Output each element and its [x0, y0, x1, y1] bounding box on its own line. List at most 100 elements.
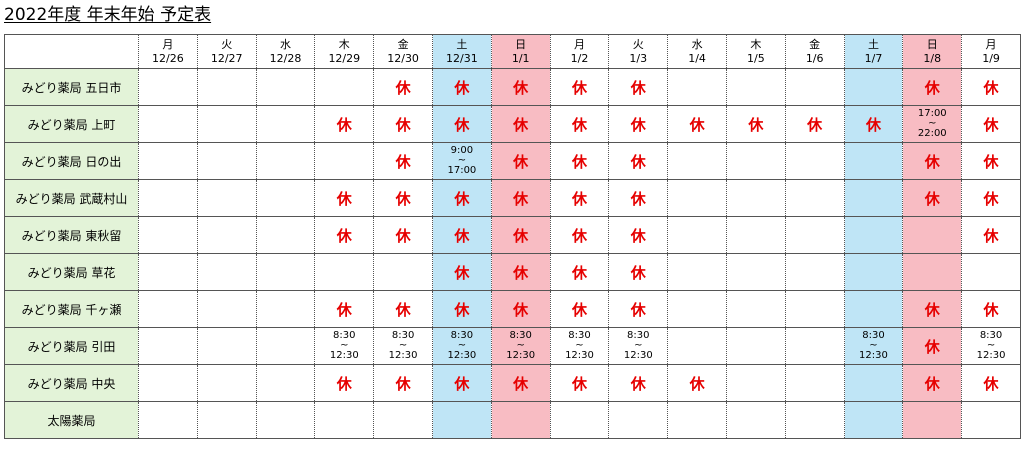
closed-mark: 休 [571, 300, 587, 319]
open-cell [784, 216, 845, 254]
open-cell [255, 401, 316, 439]
opening-hours: 8:30 ~12:30 [330, 330, 359, 361]
day-date: 12/30 [387, 51, 419, 65]
closed-mark: 休 [454, 226, 470, 245]
day-header: 木 12/29 [314, 34, 375, 69]
opening-hours: 8:30 ~12:30 [506, 329, 536, 361]
closed-mark: 休 [513, 300, 529, 319]
closed-cell: 休 [373, 216, 433, 254]
closed-cell: 休 [549, 216, 610, 254]
hours-line: 12:30 [506, 349, 536, 361]
closed-mark: 休 [336, 300, 352, 319]
hours-cell: 8:30 ~12:30 [961, 327, 1021, 365]
opening-hours: 8:30 ~12:30 [565, 330, 594, 361]
hours-line: 12:30 [859, 349, 888, 361]
day-of-week: 木 [338, 37, 350, 51]
open-cell [725, 142, 786, 180]
closed-mark: 休 [983, 300, 999, 319]
day-date: 1/8 [923, 51, 942, 65]
hours-line: 8:30 [627, 329, 650, 341]
opening-hours: 8:30 ~12:30 [388, 330, 418, 361]
closed-mark: 休 [630, 300, 646, 319]
day-of-week: 月 [985, 37, 997, 51]
open-cell [314, 253, 375, 291]
closed-mark: 休 [924, 337, 940, 356]
open-cell [138, 142, 198, 180]
day-header: 月 12/26 [138, 34, 198, 69]
day-of-week: 火 [632, 37, 644, 51]
hours-line: ~ [340, 339, 349, 351]
closed-mark: 休 [513, 374, 529, 393]
day-of-week: 金 [397, 37, 409, 51]
open-cell [138, 216, 198, 254]
hours-line: 17:00 [917, 107, 947, 119]
closed-cell: 休 [902, 179, 963, 217]
closed-cell: 休 [490, 290, 551, 328]
open-cell [255, 142, 316, 180]
open-cell [196, 216, 257, 254]
closed-cell: 休 [431, 179, 492, 217]
closed-mark: 休 [571, 263, 587, 282]
open-cell [373, 253, 433, 291]
closed-mark: 休 [395, 226, 411, 245]
pharmacy-row: みどり薬局 五日市 休 休 休 休 休 休 休 [4, 68, 1021, 106]
open-cell [667, 68, 727, 106]
open-cell [314, 142, 375, 180]
closed-mark: 休 [513, 263, 529, 282]
opening-hours: 8:30 ~12:30 [623, 329, 653, 361]
closed-cell: 休 [490, 142, 551, 180]
hours-line: 8:30 [509, 329, 532, 341]
open-cell [784, 142, 845, 180]
closed-mark: 休 [513, 226, 529, 245]
closed-mark: 休 [983, 78, 999, 97]
closed-mark: 休 [571, 374, 587, 393]
pharmacy-row: みどり薬局 武蔵村山 休 休 休 休 休 休 休 休 [4, 179, 1021, 217]
closed-mark: 休 [571, 115, 587, 134]
day-date: 1/1 [511, 51, 530, 65]
day-header: 日 1/8 [902, 34, 963, 69]
open-cell [196, 179, 257, 217]
open-cell [843, 290, 904, 328]
closed-cell: 休 [373, 68, 433, 106]
closed-cell: 休 [373, 142, 433, 180]
closed-cell: 休 [608, 105, 669, 143]
closed-cell: 休 [373, 179, 433, 217]
closed-cell: 休 [608, 290, 669, 328]
day-header: 水 1/4 [667, 34, 727, 69]
closed-mark: 休 [336, 374, 352, 393]
open-cell [902, 216, 963, 254]
closed-cell: 休 [549, 364, 610, 402]
closed-mark: 休 [983, 226, 999, 245]
hours-line: 12:30 [623, 349, 653, 361]
open-cell [784, 327, 845, 365]
closed-mark: 休 [513, 152, 529, 171]
day-of-week: 月 [573, 37, 585, 51]
day-header: 月 1/2 [549, 34, 610, 69]
closed-mark: 休 [395, 189, 411, 208]
open-cell [784, 401, 845, 439]
closed-mark: 休 [395, 374, 411, 393]
pharmacy-name: みどり薬局 中央 [4, 364, 139, 402]
closed-cell: 休 [490, 216, 551, 254]
open-cell [196, 290, 257, 328]
pharmacy-name: みどり薬局 東秋留 [4, 216, 139, 254]
hours-line: 12:30 [388, 349, 418, 361]
open-cell [725, 179, 786, 217]
day-date: 1/7 [864, 51, 883, 65]
closed-cell: 休 [431, 105, 492, 143]
day-of-week: 土 [456, 37, 468, 51]
open-cell [843, 68, 904, 106]
closed-mark: 休 [454, 115, 470, 134]
open-cell [784, 290, 845, 328]
day-header: 土 12/31 [431, 34, 492, 69]
closed-mark: 休 [630, 226, 646, 245]
closed-cell: 休 [608, 253, 669, 291]
closed-mark: 休 [924, 374, 940, 393]
open-cell [843, 216, 904, 254]
hours-line: ~ [516, 339, 525, 351]
closed-cell: 休 [431, 216, 492, 254]
open-cell [608, 401, 669, 439]
closed-mark: 休 [336, 226, 352, 245]
closed-mark: 休 [571, 226, 587, 245]
closed-mark: 休 [571, 189, 587, 208]
